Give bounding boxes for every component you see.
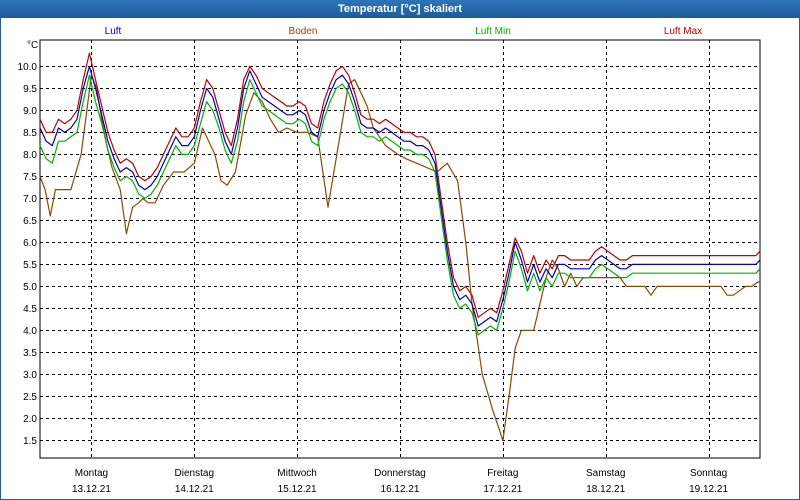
x-tick-date: 15.12.21 — [278, 484, 317, 495]
x-tick-date: 18.12.21 — [586, 484, 625, 495]
legend: Luft Boden Luft Min Luft Max — [105, 26, 703, 37]
y-axis: 1.5 2.0 2.5 3.0 3.5 4.0 4.5 5.0 5.5 6.0 6.5 7.0 7.5 8… — [18, 40, 39, 447]
y-tick-label: 8.5 — [23, 128, 37, 139]
y-axis-unit: °C — [27, 40, 38, 51]
legend-boden: Boden — [289, 26, 318, 37]
x-tick-day: Sonntag — [690, 468, 727, 479]
y-tick-label: 4.5 — [23, 304, 37, 315]
x-tick-day: Dienstag — [175, 468, 214, 479]
chart-title: Temperatur [°C] skaliert — [0, 0, 800, 18]
y-tick-label: 5.5 — [23, 260, 37, 271]
series-lines — [39, 52, 761, 441]
y-tick-label: 7.5 — [23, 172, 37, 183]
x-tick-day: Montag — [75, 468, 108, 479]
series-line-boden — [39, 74, 760, 441]
x-tick-date: 17.12.21 — [483, 484, 522, 495]
x-tick-date: 16.12.21 — [381, 484, 420, 495]
series-line-luft-max — [39, 52, 761, 318]
y-tick-label: 9.0 — [23, 106, 37, 117]
x-tick-date: 19.12.21 — [689, 484, 728, 495]
y-tick-label: 5.0 — [23, 282, 37, 293]
y-tick-label: 3.5 — [23, 348, 37, 359]
y-tick-label: 7.0 — [23, 194, 37, 205]
x-axis: Montag 13.12.21 Dienstag 14.12.21 Mittwoch 15… — [72, 468, 729, 495]
y-tick-label: 10.0 — [18, 62, 38, 73]
x-tick-day: Donnerstag — [374, 468, 426, 479]
y-tick-label: 2.5 — [23, 392, 37, 403]
legend-luft-max: Luft Max — [664, 26, 702, 37]
y-tick-label: 6.5 — [23, 216, 37, 227]
y-tick-label: 8.0 — [23, 150, 37, 161]
x-tick-day: Freitag — [487, 468, 518, 479]
y-tick-label: 2.0 — [23, 414, 37, 425]
x-tick-date: 14.12.21 — [175, 484, 214, 495]
y-tick-label: 6.0 — [23, 238, 37, 249]
series-line-luft-min — [39, 74, 761, 336]
legend-luft: Luft — [105, 26, 122, 37]
x-tick-day: Mittwoch — [277, 468, 316, 479]
legend-luft-min: Luft Min — [475, 26, 511, 37]
x-tick-date: 13.12.21 — [72, 484, 111, 495]
y-tick-label: 9.5 — [23, 84, 37, 95]
series-line-luft — [39, 65, 761, 327]
x-tick-day: Samstag — [586, 468, 625, 479]
y-tick-label: 3.0 — [23, 370, 37, 381]
y-tick-label: 4.0 — [23, 326, 37, 337]
y-tick-label: 1.5 — [23, 436, 37, 447]
grid-lines — [39, 39, 761, 459]
